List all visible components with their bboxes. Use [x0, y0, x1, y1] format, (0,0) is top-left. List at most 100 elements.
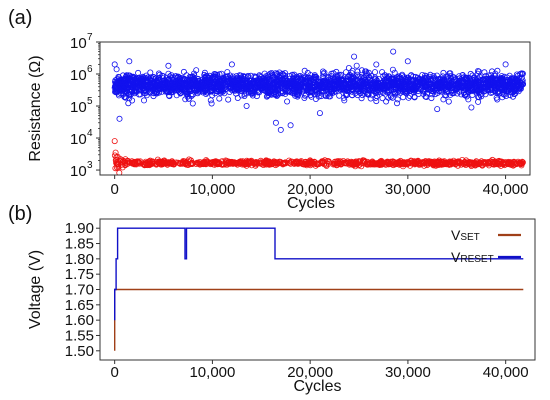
- data-point: [280, 160, 287, 167]
- data-point: [280, 72, 287, 79]
- data-point: [469, 72, 476, 79]
- data-point: [321, 85, 328, 92]
- data-point: [336, 84, 343, 91]
- data-point: [419, 160, 426, 167]
- data-point: [494, 96, 501, 103]
- data-point: [411, 88, 418, 95]
- legend-label: VRESET: [451, 249, 494, 265]
- data-point: [446, 81, 453, 88]
- data-point: [507, 84, 514, 91]
- data-point: [499, 85, 506, 92]
- data-point: [280, 81, 287, 88]
- data-point: [224, 69, 231, 76]
- data-point: [128, 88, 135, 95]
- data-point: [454, 77, 461, 84]
- data-point: [251, 73, 258, 80]
- x-tick-label: 40,000: [483, 181, 529, 198]
- data-point: [385, 94, 392, 101]
- data-point: [287, 122, 294, 129]
- data-point: [278, 80, 285, 87]
- data-point: [484, 86, 491, 93]
- data-point: [165, 159, 172, 166]
- data-point: [461, 158, 468, 165]
- data-point: [295, 91, 302, 98]
- data-point: [124, 157, 131, 164]
- data-point: [411, 159, 418, 166]
- data-point: [122, 83, 129, 90]
- data-point: [218, 70, 225, 77]
- data-point: [431, 159, 438, 166]
- data-point: [297, 159, 304, 166]
- series-low: [111, 138, 526, 175]
- data-point: [161, 81, 168, 88]
- data-point: [113, 66, 120, 73]
- data-point: [113, 79, 120, 86]
- y-tick-exponent: 3: [87, 160, 93, 171]
- data-point: [314, 161, 321, 168]
- data-point: [186, 82, 193, 89]
- data-point: [420, 90, 427, 97]
- data-point: [398, 159, 405, 166]
- data-point: [187, 74, 194, 81]
- data-point: [362, 68, 369, 75]
- data-point: [434, 106, 441, 113]
- data-point: [330, 86, 337, 93]
- data-point: [112, 88, 119, 95]
- data-point: [303, 162, 310, 169]
- data-point: [387, 93, 394, 100]
- data-point: [394, 96, 401, 103]
- data-point: [340, 84, 347, 91]
- x-axis-label: Cycles: [293, 378, 341, 395]
- data-point: [325, 160, 332, 167]
- data-point: [185, 95, 192, 102]
- data-point: [135, 85, 142, 92]
- data-point: [159, 85, 166, 92]
- data-point: [306, 160, 313, 167]
- data-point: [375, 160, 382, 167]
- data-point: [187, 160, 194, 167]
- data-point: [210, 74, 217, 81]
- data-point: [449, 82, 456, 89]
- data-point: [467, 70, 474, 77]
- data-point: [496, 90, 503, 97]
- data-point: [295, 87, 302, 94]
- data-point: [346, 160, 353, 167]
- data-point: [188, 159, 195, 166]
- data-point: [146, 89, 153, 96]
- data-point: [462, 76, 469, 83]
- data-point: [342, 91, 349, 98]
- data-point: [140, 97, 147, 104]
- y-tick-label: 1.65: [65, 297, 94, 314]
- data-point: [169, 159, 176, 166]
- data-point: [478, 93, 485, 100]
- data-point: [418, 85, 425, 92]
- data-point: [224, 78, 231, 85]
- data-point: [442, 81, 449, 88]
- series-high: [111, 48, 527, 133]
- data-point: [169, 159, 176, 166]
- data-point: [404, 161, 411, 168]
- data-point: [331, 76, 338, 83]
- data-point: [337, 158, 344, 165]
- y-tick-label: 10: [70, 35, 87, 52]
- data-point: [413, 158, 420, 165]
- data-point: [163, 159, 170, 166]
- data-point: [365, 87, 372, 94]
- data-point: [447, 73, 454, 80]
- data-point: [245, 158, 252, 165]
- data-point: [478, 79, 485, 86]
- data-point: [510, 83, 517, 90]
- data-point: [195, 84, 202, 91]
- data-point: [335, 159, 342, 166]
- data-point: [459, 83, 466, 90]
- x-axis-label: Cycles: [287, 195, 335, 212]
- data-point: [320, 75, 327, 82]
- data-point: [312, 96, 319, 103]
- data-point: [327, 86, 334, 93]
- data-point: [389, 66, 396, 73]
- data-point: [259, 83, 266, 90]
- data-point: [114, 161, 121, 168]
- data-point: [390, 48, 397, 55]
- data-point: [250, 80, 257, 87]
